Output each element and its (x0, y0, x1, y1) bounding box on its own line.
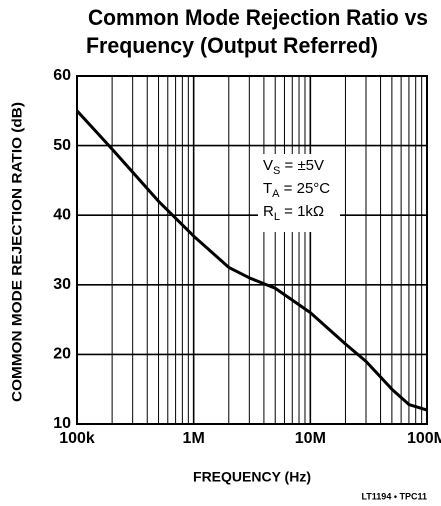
annotation-subscript: L (274, 211, 280, 223)
y-tick-label: 50 (53, 137, 71, 154)
y-axis-label: COMMON MODE REJECTION RATIO (dB) (9, 102, 25, 402)
annotation: RL = 1kΩ (263, 203, 324, 223)
annotation-subscript: A (272, 188, 280, 200)
annotation-symbol: R (263, 203, 274, 220)
chart-title: Frequency (Output Referred) (86, 33, 378, 58)
annotation: VS = ±5V (263, 157, 324, 177)
line (75, 109, 428, 412)
y-tick-label: 10 (53, 415, 71, 432)
annotation-subscript: S (273, 165, 280, 177)
y-tick-label: 40 (53, 206, 71, 223)
y-tick-label: 60 (53, 67, 71, 84)
y-tick-label: 20 (53, 346, 71, 363)
annotation-symbol: T (263, 180, 272, 197)
x-tick-label: 1M (183, 430, 205, 447)
annotation-symbol: V (263, 157, 273, 174)
annotation-value: = 25°C (280, 180, 331, 197)
footnote: LT1194 • TPC11 (361, 491, 427, 501)
annotation-box (258, 154, 340, 232)
chart-title: Common Mode Rejection Ratio vs (88, 5, 428, 30)
plot-frame (76, 75, 428, 425)
annotation: TA = 25°C (263, 180, 330, 200)
x-tick-label: 10M (295, 430, 326, 447)
annotation-value: = ±5V (280, 157, 324, 174)
annotation-value: = 1kΩ (280, 203, 324, 220)
x-tick-label: 100M (407, 430, 441, 447)
x-tick-label: 100k (59, 430, 95, 447)
y-tick-label: 30 (53, 276, 71, 293)
x-axis-label: FREQUENCY (Hz) (193, 469, 311, 485)
